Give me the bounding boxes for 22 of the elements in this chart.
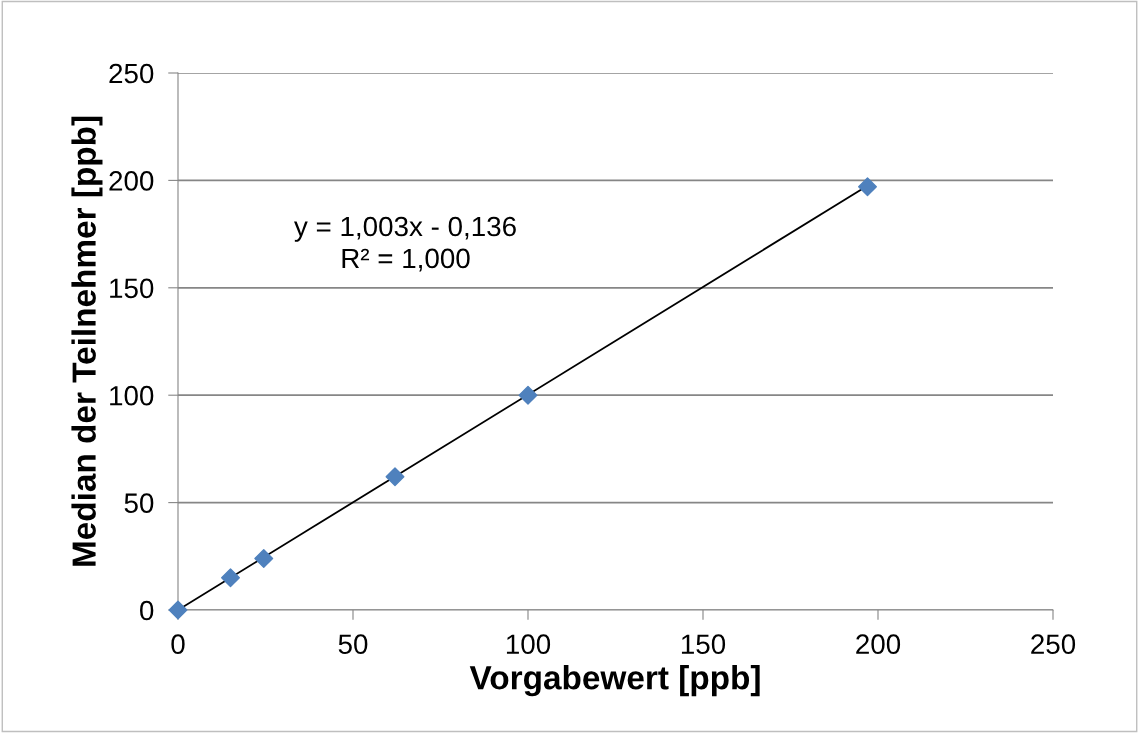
y-tick-label: 250 bbox=[109, 63, 154, 84]
y-axis-title: Median der Teilnehmer [ppb] bbox=[71, 116, 103, 566]
x-tick-label: 0 bbox=[171, 634, 185, 655]
y-tick-label: 50 bbox=[124, 493, 154, 513]
x-tick-label: 50 bbox=[338, 634, 368, 655]
x-tick-label: 150 bbox=[681, 634, 726, 655]
x-tick-label: 100 bbox=[506, 634, 551, 655]
annotation: y = 1,003x - 0,136 bbox=[294, 216, 516, 242]
point bbox=[168, 600, 188, 620]
annotation: R² = 1,000 bbox=[342, 248, 470, 272]
y-tick-label: 150 bbox=[110, 278, 154, 299]
y-tick-label: 0 bbox=[140, 600, 154, 621]
point bbox=[254, 548, 274, 568]
x-tick-label: 250 bbox=[1031, 634, 1076, 655]
point bbox=[385, 467, 405, 487]
y-tick-label: 100 bbox=[110, 385, 154, 406]
x-tick-label: 200 bbox=[856, 634, 901, 655]
point bbox=[518, 385, 538, 405]
x-axis-title: Vorgabewert [ppb] bbox=[469, 665, 760, 697]
y-tick-label: 200 bbox=[109, 171, 154, 191]
point bbox=[858, 177, 877, 197]
point bbox=[221, 568, 240, 588]
